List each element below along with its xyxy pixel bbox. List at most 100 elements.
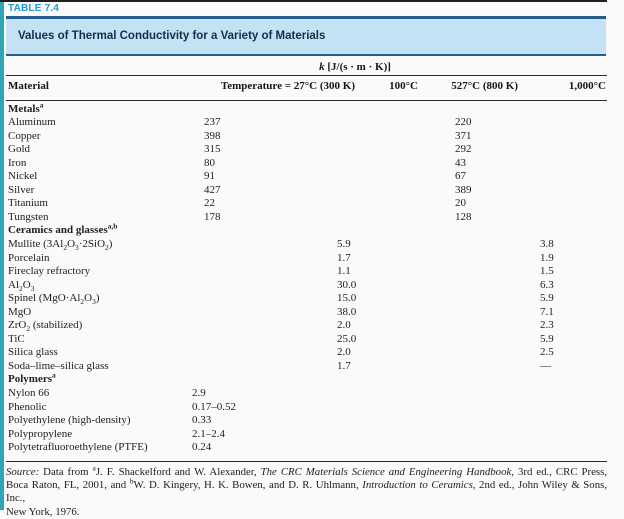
table-row: Mullite (3Al2O3·2SiO2) 5.9 3.8 xyxy=(0,238,624,252)
value-1000c: 2.3 xyxy=(540,319,554,332)
value-1000c: 7.1 xyxy=(540,305,554,318)
material-name: Al2O3 xyxy=(8,278,35,293)
section-row: Metalsa xyxy=(0,99,624,117)
material-name: Metalsa xyxy=(8,99,44,115)
material-name: Gold xyxy=(8,143,30,156)
material-name: MgO xyxy=(8,305,32,318)
material-name: Polypropylene xyxy=(8,427,73,440)
table-row: Porcelain 1.7 1.9 xyxy=(0,252,624,266)
table-title-banner: Values of Thermal Conductivity for a Var… xyxy=(6,18,606,54)
material-name: Spinel (MgO·Al2O3) xyxy=(8,292,100,307)
table-row: ZrO2 (stabilized) 2.0 2.3 xyxy=(0,319,624,333)
table-row: Fireclay refractory 1.1 1.5 xyxy=(0,265,624,279)
value-527c: 128 xyxy=(455,210,472,223)
material-name: Aluminum xyxy=(8,116,56,129)
material-name: Phenolic xyxy=(8,400,47,413)
table-row: TiC 25.0 5.9 xyxy=(0,333,624,347)
value-1000c: 1.5 xyxy=(540,265,554,278)
table-row: Nylon 66 2.9 xyxy=(0,387,624,401)
table-row: Spinel (MgO·Al2O3) 15.0 5.9 xyxy=(0,292,624,306)
value-27c: 0.24 xyxy=(192,441,212,454)
table-row: Copper 398 371 xyxy=(0,130,624,144)
units-spanner-header: k [J/(s · m · K)] xyxy=(319,61,391,73)
column-header-1000c: 1,000°C xyxy=(568,80,606,92)
value-27c: 398 xyxy=(204,129,221,142)
value-100c: 2.0 xyxy=(337,319,351,332)
value-527c: 220 xyxy=(455,116,472,129)
material-name: TiC xyxy=(8,332,25,345)
column-header-material: Material xyxy=(8,80,49,92)
column-header-temperature-27c: Temperature = 27°C (300 K) xyxy=(220,80,355,92)
section-row: Polymersa xyxy=(0,370,624,387)
column-header-100c: 100°C xyxy=(389,80,418,92)
material-name: Porcelain xyxy=(8,251,50,264)
source-line-3: New York, 1976. xyxy=(6,505,80,518)
value-1000c: 6.3 xyxy=(540,278,554,291)
value-100c: 1.7 xyxy=(337,251,351,264)
table-row: Silver 427 389 xyxy=(0,184,624,198)
material-name: Copper xyxy=(8,129,41,142)
value-527c: 43 xyxy=(455,156,466,169)
rule-under-header xyxy=(6,100,607,102)
value-27c: 427 xyxy=(204,183,221,196)
table-row: Polyethylene (high-density) 0.33 xyxy=(0,414,624,428)
value-100c: 5.9 xyxy=(337,237,351,250)
banner-bottom-rule xyxy=(6,53,606,56)
banner-top-rule xyxy=(6,16,606,19)
value-100c: 1.1 xyxy=(337,265,351,278)
material-name: Iron xyxy=(8,156,27,169)
table-row: Silica glass 2.0 2.5 xyxy=(0,346,624,360)
material-name: Silver xyxy=(8,183,35,196)
column-header-527c: 527°C (800 K) xyxy=(451,80,518,92)
top-border-rule xyxy=(0,0,607,2)
value-527c: 292 xyxy=(455,143,472,156)
value-1000c: 5.9 xyxy=(540,292,554,305)
table-row: MgO 38.0 7.1 xyxy=(0,306,624,320)
value-27c: 22 xyxy=(204,197,215,210)
table-row: Polytetrafluoroethylene (PTFE) 0.24 xyxy=(0,441,624,455)
value-527c: 20 xyxy=(455,197,466,210)
value-1000c: 2.5 xyxy=(540,346,554,359)
value-27c: 315 xyxy=(204,143,221,156)
value-27c: 0.33 xyxy=(192,414,212,427)
material-name: Fireclay refractory xyxy=(8,265,91,278)
table-row: Iron 80 43 xyxy=(0,157,624,171)
material-name: Polyethylene (high-density) xyxy=(8,414,131,427)
rule-under-units xyxy=(6,75,607,77)
table-bottom-rule xyxy=(6,461,607,463)
value-1000c: 5.9 xyxy=(540,332,554,345)
material-name: Ceramics and glassesa,b xyxy=(8,221,118,237)
value-527c: 389 xyxy=(455,183,472,196)
source-line-1: Source: Data from aJ. F. Shackelford and… xyxy=(6,463,608,478)
value-100c: 30.0 xyxy=(337,278,357,291)
value-27c: 0.17–0.52 xyxy=(192,400,236,413)
material-name: Soda–lime–silica glass xyxy=(8,359,109,372)
table-row: Phenolic 0.17–0.52 xyxy=(0,401,624,415)
material-name: Nickel xyxy=(8,170,38,183)
value-100c: 2.0 xyxy=(337,346,351,359)
material-name: Polymersa xyxy=(8,370,56,386)
table-number-label: TABLE 7.4 xyxy=(8,3,60,14)
value-1000c: — xyxy=(540,359,551,372)
material-name: Titanium xyxy=(8,197,48,210)
table-row: Titanium 22 20 xyxy=(0,197,624,211)
value-27c: 2.9 xyxy=(192,386,206,399)
source-note: Source: Data from aJ. F. Shackelford and… xyxy=(6,463,608,519)
value-527c: 67 xyxy=(455,170,466,183)
table-row: Al2O3 30.0 6.3 xyxy=(0,279,624,293)
value-1000c: 3.8 xyxy=(540,237,554,250)
material-name: Silica glass xyxy=(8,346,58,359)
value-100c: 15.0 xyxy=(337,292,357,305)
value-27c: 178 xyxy=(204,210,221,223)
table-body: Metalsa Aluminum 237 220 Copper 398 371 … xyxy=(0,99,624,455)
value-100c: 38.0 xyxy=(337,305,357,318)
table-row: Gold 315 292 xyxy=(0,143,624,157)
table-row: Polypropylene 2.1–2.4 xyxy=(0,428,624,442)
value-27c: 237 xyxy=(204,116,221,129)
material-name: Polytetrafluoroethylene (PTFE) xyxy=(8,441,148,454)
material-name: Mullite (3Al2O3·2SiO2) xyxy=(8,237,113,253)
table-row: Nickel 91 67 xyxy=(0,170,624,184)
value-27c: 2.1–2.4 xyxy=(192,427,225,440)
material-name: Tungsten xyxy=(8,210,49,223)
value-100c: 1.7 xyxy=(337,359,351,372)
